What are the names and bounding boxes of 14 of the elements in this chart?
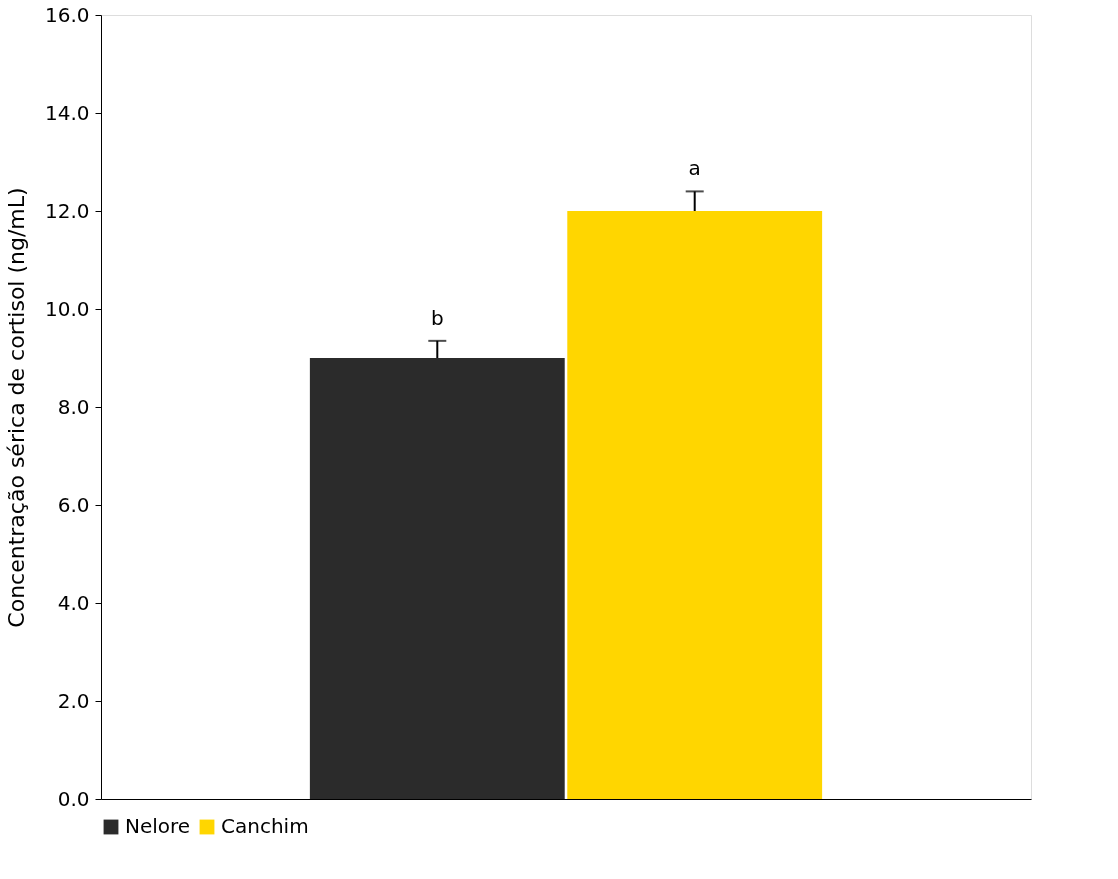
y-tick-label: 8.0 (57, 394, 90, 419)
y-tick-label: 6.0 (57, 492, 90, 517)
y-tick-label: 12.0 (44, 198, 90, 223)
legend-label: Nelore (125, 814, 191, 838)
legend-label: Canchim (221, 814, 309, 838)
y-tick-label: 10.0 (44, 296, 90, 321)
y-tick-label: 4.0 (57, 590, 90, 615)
annotation: a (688, 156, 701, 181)
y-tick-label: 16.0 (44, 2, 90, 27)
y-tick-label: 14.0 (44, 100, 90, 125)
annotation: b (430, 305, 444, 330)
y-tick-label: 2.0 (57, 688, 90, 713)
y-tick-label: 0.0 (57, 786, 90, 811)
y-axis-title: Concentração sérica de cortisol (ng/mL) (3, 187, 29, 628)
